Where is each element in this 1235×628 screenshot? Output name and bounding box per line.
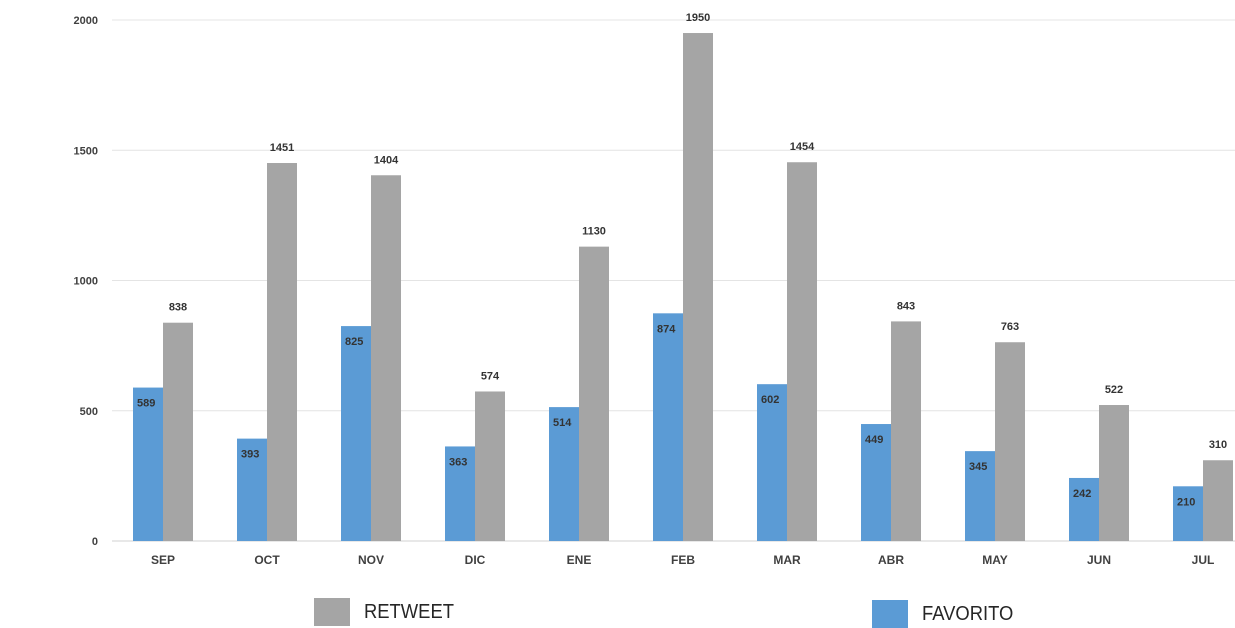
bar-favorito [549,407,579,541]
x-axis: SEP OCT NOV DIC ENE FEB MAR ABR MAY JUN JUL [151,553,1214,567]
bar-retweet [163,322,193,541]
x-tick-label: OCT [254,553,280,567]
bar-retweet [891,321,921,541]
data-label-favorito: 363 [449,456,467,468]
x-tick-label: FEB [671,553,695,567]
x-tick-label: NOV [358,553,384,567]
bar-favorito [133,387,163,541]
data-label-favorito: 242 [1073,488,1091,500]
data-label-retweet: 843 [897,300,915,312]
x-tick-label: JUN [1087,553,1111,567]
legend-item-favorito: FAVORITO [872,600,1021,628]
y-tick-label: 2000 [74,15,98,27]
data-label-favorito: 825 [345,336,363,348]
bar-favorito [757,384,787,541]
bar-retweet [787,162,817,541]
y-tick-label: 1000 [74,276,98,288]
x-tick-label: JUL [1192,553,1215,567]
legend-swatch-favorito [872,600,908,628]
data-label-favorito: 514 [553,417,572,429]
legend-label-favorito: FAVORITO [922,602,1014,625]
bar-retweet [371,175,401,541]
data-label-retweet: 763 [1001,321,1019,333]
legend-item-retweet: RETWEET [314,598,462,626]
bar-retweet [1203,460,1233,541]
x-tick-label: ABR [878,553,904,567]
bar-retweet [475,391,505,541]
x-tick-label: SEP [151,553,175,567]
x-tick-label: ENE [567,553,592,567]
y-tick-label: 500 [80,406,98,418]
bar-favorito [1069,477,1099,541]
y-tick-label: 0 [92,536,98,548]
gridlines [112,19,1235,542]
data-label-favorito: 449 [865,434,883,446]
bar-favorito [861,424,891,541]
bar-favorito [965,451,995,541]
data-label-retweet: 1404 [374,154,399,166]
bar-retweet [267,163,297,541]
x-tick-label: MAY [982,553,1008,567]
data-label-retweet: 310 [1209,439,1227,451]
data-label-favorito: 874 [657,323,676,335]
bar-favorito [445,446,475,541]
bar-favorito [1173,486,1203,541]
bar-chart: 0 500 1000 1500 2000 589 838 393 1451 825 1404 363… [74,12,1235,567]
data-label-favorito: 602 [761,394,779,406]
legend-label-retweet: RETWEET [364,600,454,623]
bar-favorito [237,438,267,541]
bar-retweet [995,342,1025,541]
data-label-retweet: 522 [1105,384,1123,396]
data-label-favorito: 393 [241,449,259,461]
data-label-retweet: 1451 [270,142,294,154]
bar-retweet [1099,405,1129,541]
data-label-retweet: 1454 [790,141,815,153]
y-tick-label: 1500 [74,145,98,157]
bar-favorito [341,326,371,541]
bar-retweet [579,246,609,541]
y-axis: 0 500 1000 1500 2000 [74,15,98,548]
data-label-retweet: 574 [481,370,500,382]
data-label-retweet: 838 [169,302,187,314]
data-label-retweet: 1130 [582,226,606,238]
data-label-favorito: 345 [969,461,987,473]
x-tick-label: DIC [465,553,486,567]
legend-swatch-retweet [314,598,350,626]
bar-retweet [683,33,713,542]
bar-favorito [653,313,683,541]
x-tick-label: MAR [773,553,801,567]
data-label-favorito: 589 [137,398,155,410]
data-label-retweet: 1950 [686,12,710,24]
bars: 589 838 393 1451 825 1404 363 574 514 1130 874 1950… [133,12,1233,542]
data-label-favorito: 210 [1177,496,1195,508]
